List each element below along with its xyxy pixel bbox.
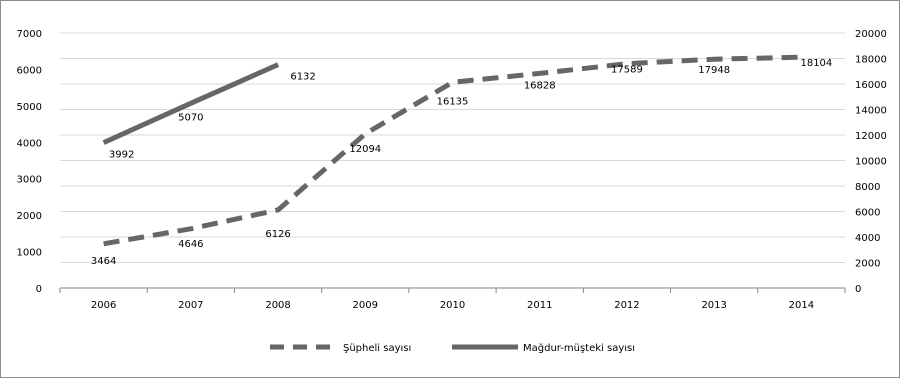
y-right-tick-label: 0 [855, 284, 861, 295]
data-label: 3464 [91, 256, 116, 267]
data-label: 5070 [178, 112, 203, 123]
legend-label: Mağdur-müşteki sayısı [523, 342, 635, 354]
x-tick-label: 2008 [265, 300, 290, 311]
y-left-tick-label: 6000 [17, 65, 42, 76]
y-left-tick-label: 5000 [17, 102, 42, 113]
y-right-tick-label: 8000 [855, 182, 880, 193]
y-right-tick-label: 6000 [855, 208, 880, 219]
x-tick-label: 2012 [614, 300, 639, 311]
x-tick-label: 2011 [527, 300, 552, 311]
y-right-tick-label: 20000 [855, 29, 887, 40]
data-label: 16135 [437, 96, 469, 107]
y-left-tick-label: 2000 [17, 211, 42, 222]
x-tick-label: 2006 [91, 300, 116, 311]
y-right-tick-label: 10000 [855, 157, 887, 168]
data-label: 6126 [265, 229, 290, 240]
x-tick-label: 2010 [440, 300, 465, 311]
y-right-tick-label: 2000 [855, 259, 880, 270]
y-right-tick-label: 16000 [855, 80, 887, 91]
data-label: 6132 [290, 72, 315, 83]
y-left-tick-label: 7000 [17, 29, 42, 40]
data-label: 12094 [349, 144, 381, 155]
y-right-tick-label: 14000 [855, 106, 887, 117]
series-line-solid [102, 62, 280, 145]
y-left-tick-label: 1000 [17, 248, 42, 259]
data-label: 17589 [611, 65, 643, 76]
y-right-tick-label: 18000 [855, 55, 887, 66]
data-label: 16828 [524, 80, 556, 91]
legend-label: Şüpheli sayısı [343, 343, 411, 354]
x-tick-label: 2009 [353, 300, 378, 311]
series-line-dashed [103, 54, 802, 247]
data-label: 3992 [109, 150, 134, 161]
data-label: 4646 [178, 239, 203, 250]
x-tick-label: 2014 [789, 300, 814, 311]
y-left-tick-label: 3000 [17, 175, 42, 186]
y-right-tick-label: 12000 [855, 131, 887, 142]
x-tick-label: 2007 [178, 300, 203, 311]
x-tick-label: 2013 [701, 300, 726, 311]
y-left-tick-label: 0 [36, 284, 42, 295]
data-label: 17948 [698, 65, 730, 76]
data-label: 18104 [800, 58, 832, 69]
y-right-tick-label: 4000 [855, 233, 880, 244]
y-left-tick-label: 4000 [17, 138, 42, 149]
